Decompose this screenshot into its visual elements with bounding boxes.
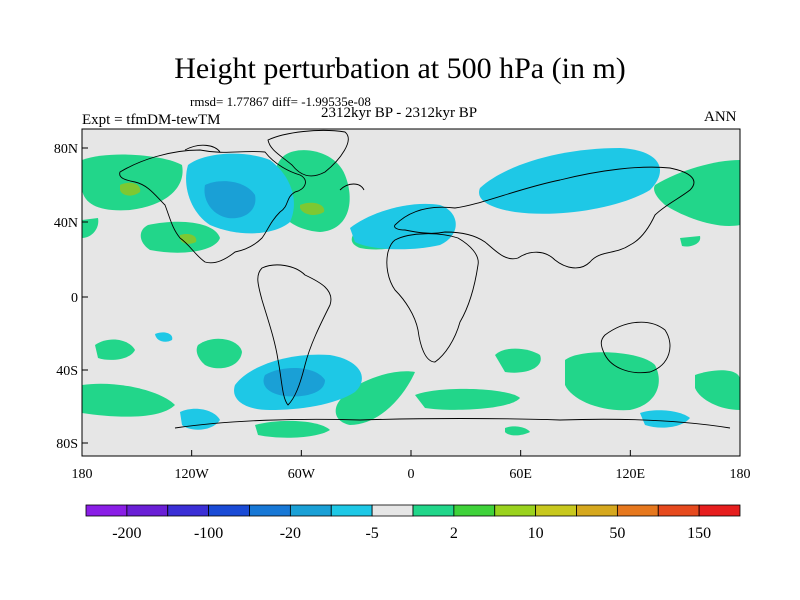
- colorbar-swatch: [698, 504, 741, 517]
- stats-text: rmsd= 1.77867 diff= -1.99535e-08: [190, 94, 371, 109]
- strong-anomaly-cores: [204, 181, 325, 397]
- colorbar-label: -200: [112, 525, 141, 542]
- colorbar-label: 50: [609, 525, 625, 542]
- colorbar-label: -5: [365, 525, 378, 542]
- lon-label: 180: [730, 467, 751, 482]
- colorbar-swatch: [657, 504, 700, 517]
- coastlines: [119, 130, 731, 429]
- lon-label: 60W: [288, 467, 316, 482]
- colorbar-swatch: [249, 504, 291, 517]
- colorbar-swatch: [412, 504, 455, 517]
- colorbar-swatch: [371, 504, 414, 517]
- colorbar: [85, 504, 741, 517]
- colorbar-swatch: [576, 504, 618, 517]
- lat-label: 0: [71, 291, 78, 306]
- colorbar-label: -100: [194, 525, 223, 542]
- colorbar-label: -20: [280, 525, 301, 542]
- map-panel: [81, 128, 741, 457]
- map-title: Height perturbation at 500 hPa (in m): [174, 52, 626, 85]
- experiment-label: Expt = tfmDM-tewTM: [82, 112, 221, 128]
- colorbar-swatch: [330, 504, 373, 517]
- axis-labels: 180 120W 60W 0 60E 120E 180 80N 40N 0 40S 80S: [54, 142, 751, 482]
- colorbar-swatch: [126, 504, 169, 517]
- colorbar-swatch: [453, 504, 496, 517]
- lon-label: 120W: [175, 467, 210, 482]
- positive-anomaly-regions: [82, 150, 740, 438]
- colorbar-label: 10: [528, 525, 544, 542]
- axis-ticks: [81, 147, 741, 456]
- season-label: ANN: [704, 109, 737, 125]
- lon-label: 120E: [616, 467, 646, 482]
- lon-label: 0: [408, 467, 415, 482]
- colorbar-swatch: [616, 504, 659, 517]
- colorbar-swatch: [289, 504, 332, 517]
- lat-label: 40S: [56, 364, 78, 379]
- colorbar-label: 2: [450, 525, 458, 542]
- lat-label: 40N: [54, 216, 78, 231]
- lon-label: 180: [72, 467, 93, 482]
- lat-label: 80N: [54, 142, 78, 157]
- colorbar-label: 150: [687, 525, 711, 542]
- lat-label: 80S: [56, 437, 78, 452]
- period-label: 2312kyr BP - 2312kyr BP: [321, 105, 478, 121]
- colorbar-swatch: [494, 504, 537, 517]
- colorbar-swatch: [208, 504, 250, 517]
- lon-label: 60E: [509, 467, 532, 482]
- colorbar-labels: -200 -100 -20 -5 2 10 50 150: [112, 525, 711, 542]
- colorbar-swatch: [167, 504, 210, 517]
- colorbar-swatch: [535, 504, 577, 517]
- colorbar-swatch: [85, 504, 128, 517]
